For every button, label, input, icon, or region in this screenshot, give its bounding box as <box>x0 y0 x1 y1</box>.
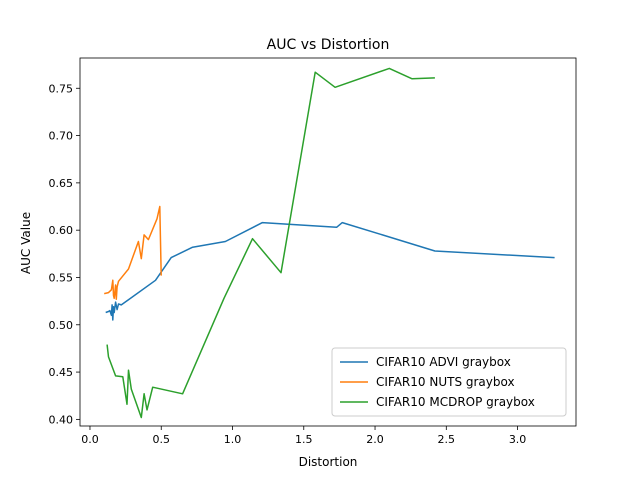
x-tick-label: 2.5 <box>438 433 456 446</box>
x-tick-label: 3.0 <box>509 433 527 446</box>
y-tick-label: 0.60 <box>49 224 74 237</box>
legend-label-2: CIFAR10 MCDROP graybox <box>376 395 535 409</box>
y-axis: 0.40 0.45 0.50 0.55 0.60 0.65 0.70 0.75 <box>49 82 80 426</box>
y-tick-label: 0.65 <box>49 177 74 190</box>
x-tick-label: 2.0 <box>366 433 384 446</box>
x-tick-label: 1.0 <box>224 433 242 446</box>
y-tick-label: 0.75 <box>49 82 74 95</box>
legend-box <box>331 347 567 417</box>
y-tick-label: 0.45 <box>49 366 74 379</box>
y-tick-label: 0.40 <box>49 413 74 426</box>
x-tick-label: 1.5 <box>295 433 313 446</box>
plot-area <box>79 57 577 427</box>
legend: CIFAR10 ADVI graybox CIFAR10 NUTS graybox… <box>331 347 567 417</box>
x-axis: 0.0 0.5 1.0 1.5 2.0 2.5 3.0 <box>81 426 526 446</box>
x-tick-label: 0.5 <box>152 433 170 446</box>
x-axis-label: Distortion <box>299 455 358 469</box>
legend-label-1: CIFAR10 NUTS graybox <box>376 375 515 389</box>
y-tick-label: 0.55 <box>49 271 74 284</box>
y-axis-label: AUC Value <box>19 212 33 274</box>
legend-label-0: CIFAR10 ADVI graybox <box>376 355 511 369</box>
series-line-1 <box>104 205 162 300</box>
series-line-2 <box>106 67 435 419</box>
plot-frame <box>79 57 577 427</box>
chart-title: AUC vs Distortion <box>267 37 390 53</box>
y-tick-label: 0.50 <box>49 319 74 332</box>
y-tick-label: 0.70 <box>49 130 74 143</box>
series-line-0 <box>105 221 555 321</box>
x-tick-label: 0.0 <box>81 433 99 446</box>
